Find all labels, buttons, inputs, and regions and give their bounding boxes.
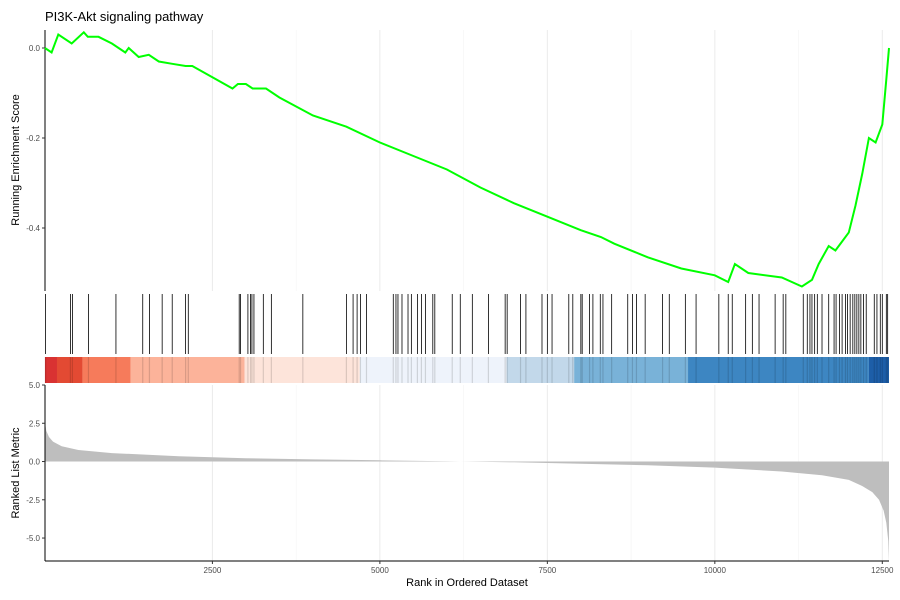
es-gridlines [211, 30, 883, 291]
rank-color-segment [507, 357, 575, 383]
rm-y-tick-label: 2.5 [29, 419, 41, 428]
es-y-tick-label: 0.0 [29, 44, 41, 53]
rm-x-tick-label: 10000 [704, 566, 727, 575]
rm-x-tick-label: 12500 [871, 566, 894, 575]
rm-y-tick-label: -2.5 [26, 496, 40, 505]
rank-color-segment [82, 357, 131, 383]
es-y-tick-label: -0.2 [26, 134, 40, 143]
rank-metric-ylabel: Ranked List Metric [10, 427, 22, 519]
rank-metric-gridlines [211, 385, 883, 561]
rank-metric-axis: 5.0 2.5 0.0 -2.5 -5.0 2500 5000 7500 10000 12500 [26, 381, 894, 575]
rank-color-segment [574, 357, 689, 383]
chart-title: PI3K-Akt signaling pathway [45, 9, 204, 24]
rm-x-tick-label: 7500 [538, 566, 556, 575]
rank-metric-xlabel: Rank in Ordered Dataset [406, 577, 528, 589]
rank-color-segment [244, 357, 360, 383]
rm-x-tick-label: 2500 [204, 566, 222, 575]
rank-color-band [44, 357, 889, 383]
ranked-list-metric-area [44, 421, 889, 563]
rm-y-tick-label: -5.0 [26, 534, 40, 543]
es-ylabel: Running Enrichment Score [10, 94, 22, 225]
rm-y-tick-label: 5.0 [29, 381, 41, 390]
rank-color-segment [688, 357, 869, 383]
rank-color-segment [56, 357, 83, 383]
rank-color-segment [130, 357, 245, 383]
rm-x-tick-label: 5000 [371, 566, 389, 575]
es-axis: 0.0 -0.2 -0.4 [26, 30, 46, 291]
rank-color-segment [44, 357, 57, 383]
es-y-tick-label: -0.4 [26, 224, 40, 233]
running-enrichment-score-line [44, 30, 890, 288]
rm-y-tick-label: 0.0 [29, 458, 41, 467]
rank-color-segment [359, 357, 508, 383]
gene-hit-ticks [45, 294, 889, 354]
